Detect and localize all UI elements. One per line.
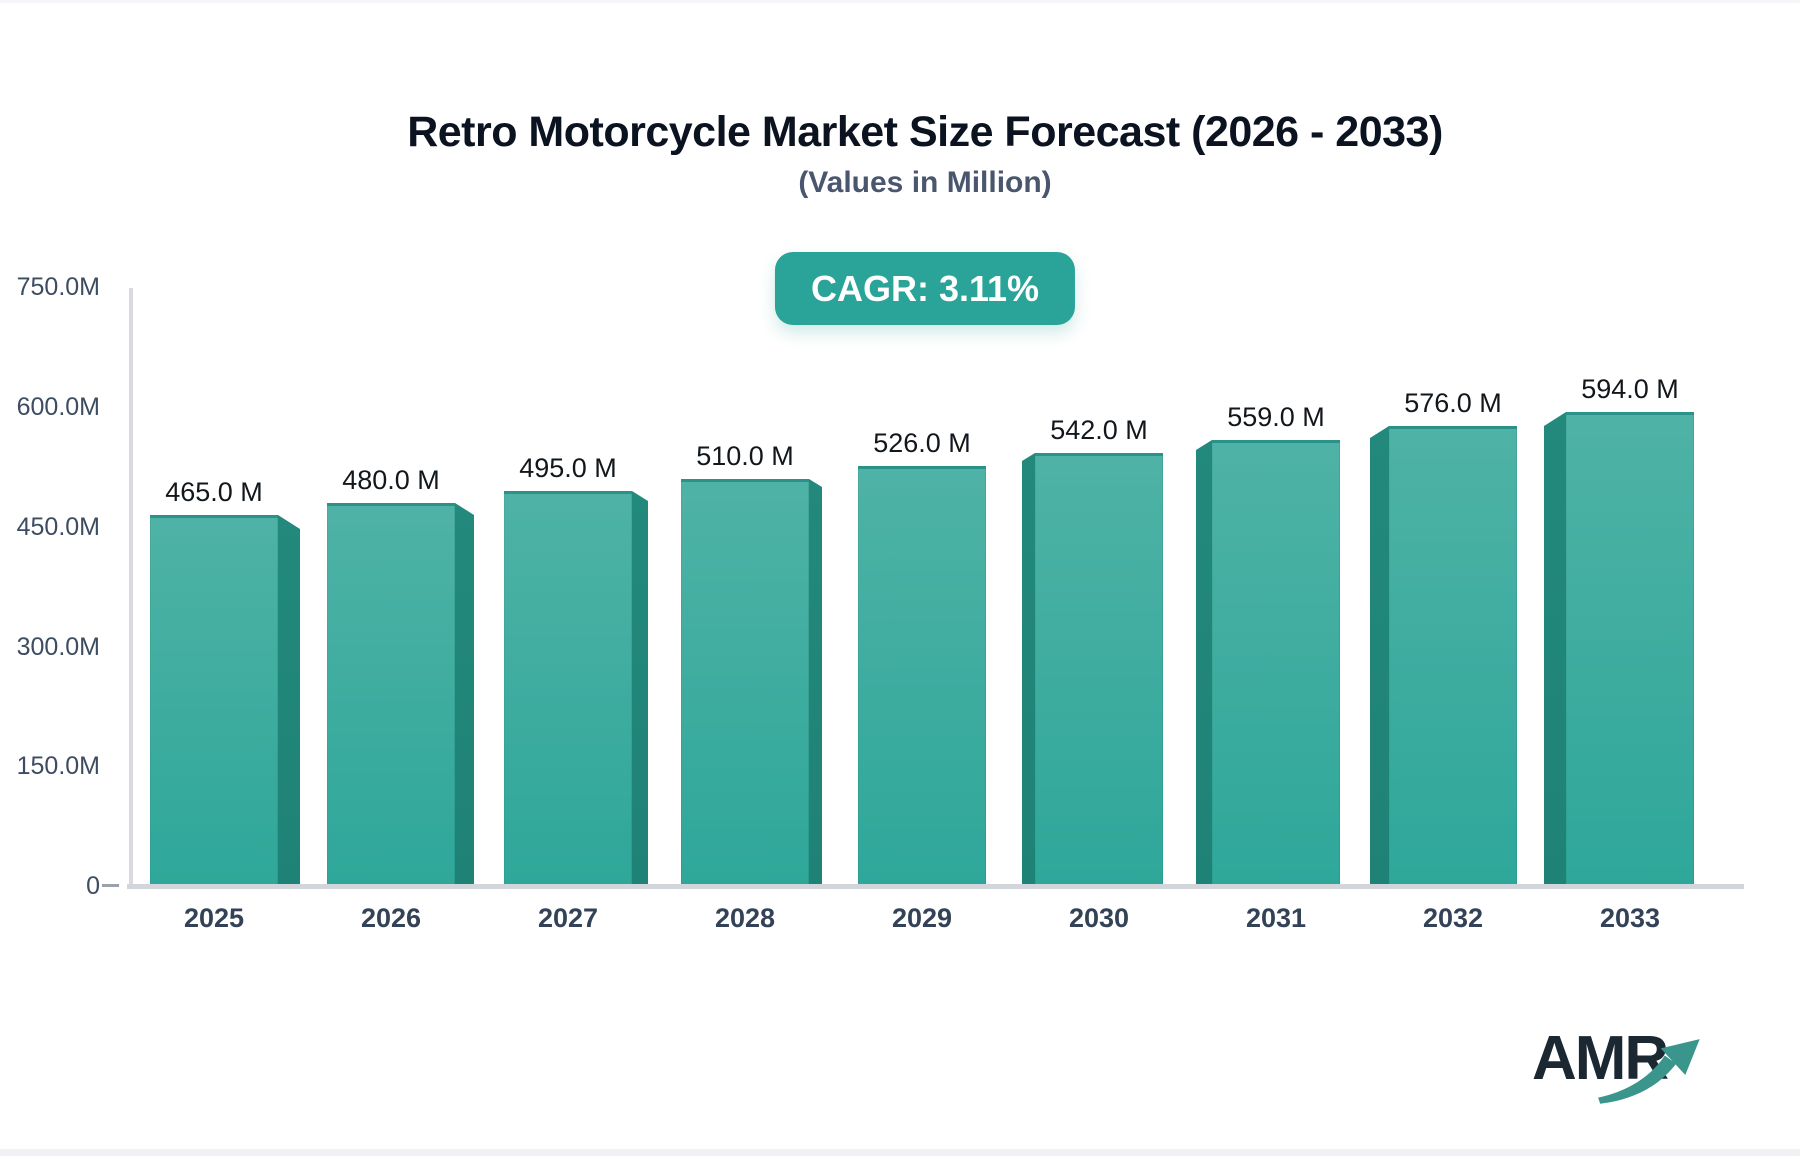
bar-front: [1035, 453, 1163, 889]
bar-side: [632, 491, 648, 889]
x-axis-label: 2025: [183, 903, 245, 933]
bar-value-label: 495.0 M: [519, 453, 617, 483]
y-axis-tick-label: 300.0M: [16, 633, 100, 661]
bar-front: [150, 515, 278, 889]
bar-side: [455, 503, 474, 889]
bar-side: [809, 479, 822, 889]
bar-value-label: 594.0 M: [1581, 374, 1679, 404]
bar-side: [1022, 453, 1035, 889]
page-top-edge: [0, 0, 1800, 3]
y-axis-tick-label: 450.0M: [16, 513, 100, 541]
x-axis-line: [127, 884, 1744, 889]
bar-front: [1389, 426, 1517, 889]
y-axis-tick-label: 0: [86, 872, 100, 900]
x-axis-label: 2026: [360, 903, 422, 933]
x-axis-label: 2029: [891, 903, 953, 933]
chart-subtitle: (Values in Million): [798, 166, 1052, 199]
bar-front: [504, 491, 632, 889]
bar-value-label: 576.0 M: [1404, 388, 1502, 418]
bar-value-label: 510.0 M: [696, 441, 794, 471]
amr-logo: AMR: [1532, 1028, 1712, 1108]
x-axis-label: 2031: [1245, 903, 1307, 933]
x-axis-label: 2032: [1422, 903, 1484, 933]
y-axis-tick-label: 750.0M: [16, 273, 100, 301]
x-axis-label: 2027: [537, 903, 599, 933]
bar-value-label: 559.0 M: [1227, 402, 1325, 432]
bar-value-label: 480.0 M: [342, 465, 440, 495]
page-bottom-edge: [0, 1149, 1800, 1156]
bar-front: [327, 503, 455, 889]
zero-tick-dash: [102, 884, 119, 887]
bar-side: [1370, 426, 1389, 889]
chart-title: Retro Motorcycle Market Size Forecast (2…: [407, 108, 1443, 156]
y-axis-tick-label: 150.0M: [16, 752, 100, 780]
bar-front: [681, 479, 809, 889]
x-axis-label: 2033: [1599, 903, 1661, 933]
bar-side: [1544, 412, 1566, 889]
bar-side: [1196, 440, 1212, 889]
bar-side: [278, 515, 300, 889]
bar-front: [1566, 412, 1694, 889]
bar-front: [858, 466, 986, 889]
bar-value-label: 465.0 M: [165, 477, 263, 507]
growth-arrow-icon: [1598, 1039, 1700, 1104]
y-axis-tick-label: 600.0M: [16, 393, 100, 421]
bar-value-label: 526.0 M: [873, 428, 971, 458]
x-axis-label: 2030: [1068, 903, 1130, 933]
bar-front: [1212, 440, 1340, 889]
bar-value-label: 542.0 M: [1050, 415, 1148, 445]
cagr-badge: CAGR: 3.11%: [774, 252, 1076, 325]
y-axis-line: [129, 288, 133, 889]
x-axis-label: 2028: [714, 903, 776, 933]
